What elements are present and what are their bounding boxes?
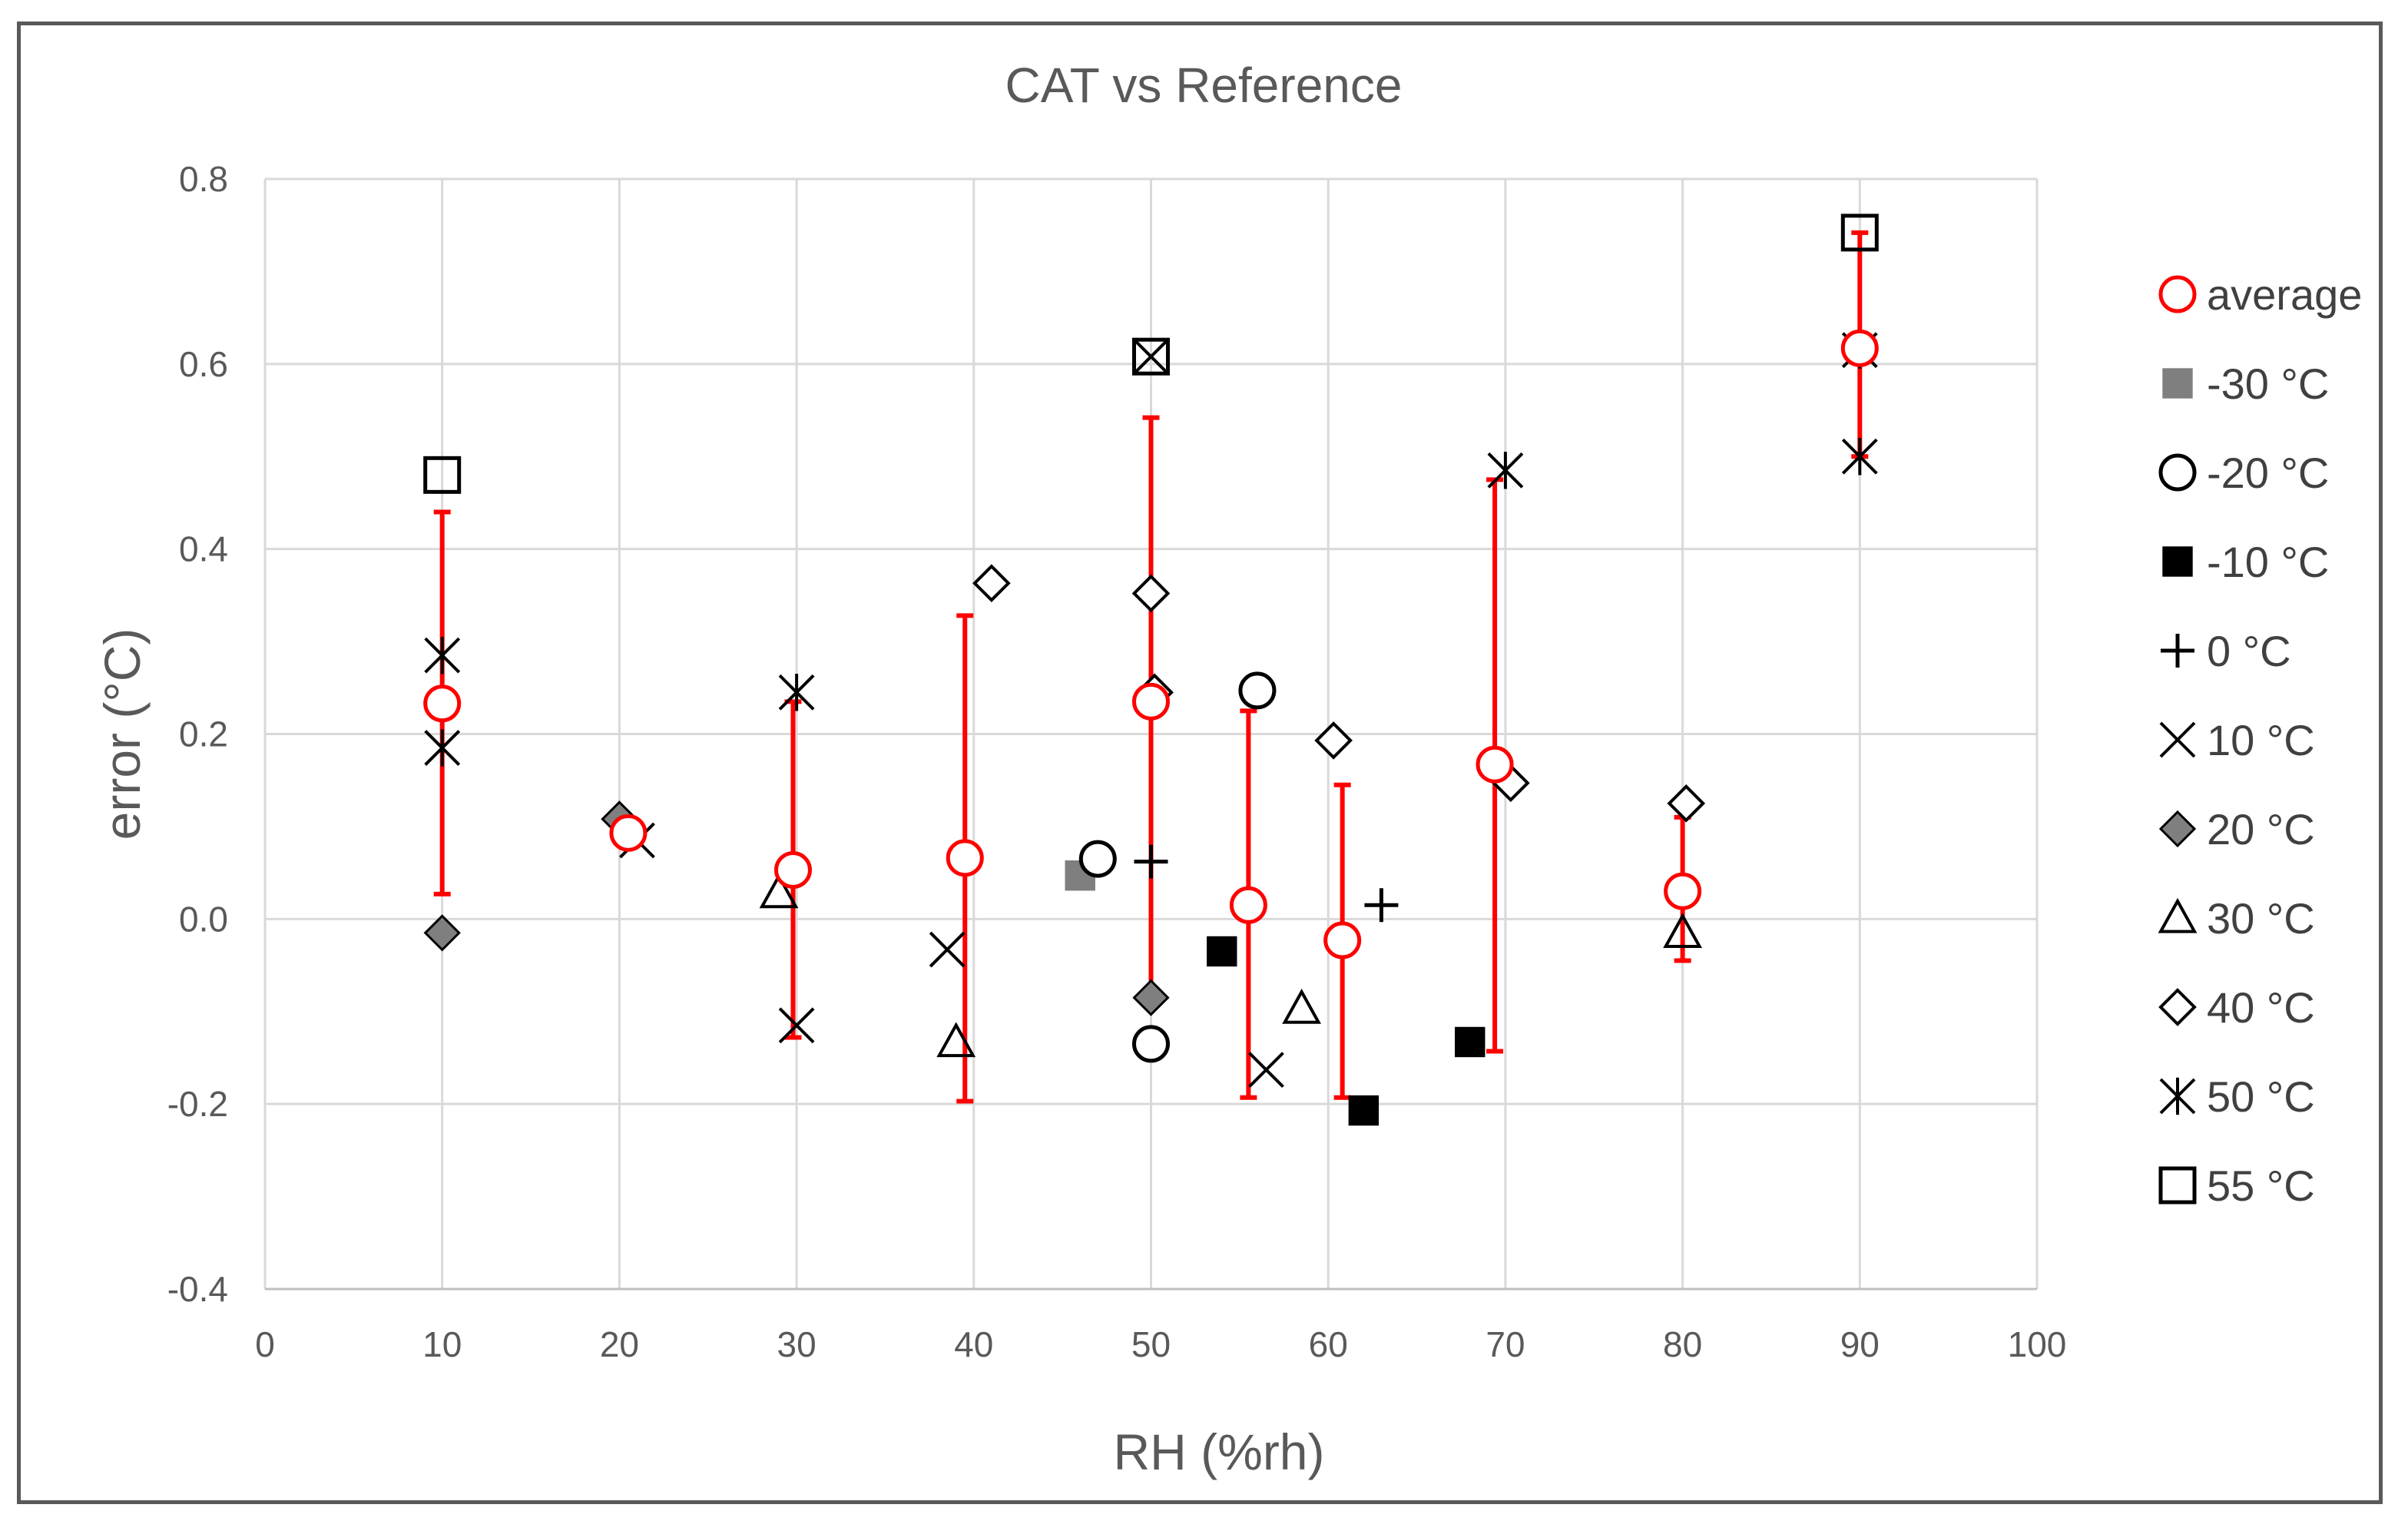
x-tick-label: 20 bbox=[600, 1324, 639, 1364]
legend-item: 55 °C bbox=[2158, 1162, 2315, 1210]
data-point-40c bbox=[1314, 721, 1353, 760]
data-point-10c bbox=[1133, 338, 1169, 375]
legend-item: 50 °C bbox=[2159, 1072, 2315, 1121]
labels: 0 10 20 30 40 50 60 70 80 90 100 -0.4 -0.2 0.0 0.2 0.4 0… bbox=[94, 58, 2066, 1480]
legend-marker-55c bbox=[2158, 1166, 2197, 1205]
x-tick-label: 10 bbox=[422, 1324, 462, 1364]
legend-item: -10 °C bbox=[2162, 538, 2329, 586]
data-point-40c bbox=[972, 564, 1011, 603]
data-point-average bbox=[423, 684, 462, 723]
data-point-55c bbox=[1840, 214, 1879, 252]
legend-marker-40c bbox=[2158, 988, 2197, 1026]
data-point-average bbox=[1664, 872, 1702, 910]
data-point-40c bbox=[1131, 574, 1171, 613]
data-point-55c bbox=[423, 456, 462, 494]
chart-canvas: 0 10 20 30 40 50 60 70 80 90 100 -0.4 -0.2 0.0 0.2 0.4 0… bbox=[94, 58, 2362, 1480]
data-point-20c bbox=[1132, 979, 1170, 1016]
legend-label: 55 °C bbox=[2207, 1162, 2315, 1210]
legend-marker-50c bbox=[2159, 1077, 2196, 1115]
data-point--20c bbox=[1078, 840, 1117, 878]
data-point-10c bbox=[778, 1007, 815, 1044]
data-point-average bbox=[946, 839, 984, 877]
legend-item: 0 °C bbox=[2161, 627, 2291, 675]
legend-marker--30c bbox=[2162, 368, 2193, 399]
data-point-10c bbox=[929, 931, 966, 968]
legend-marker-0c bbox=[2161, 634, 2194, 668]
data-point-0c bbox=[1364, 888, 1399, 923]
data-point-40c bbox=[1667, 784, 1706, 823]
legend-label: -10 °C bbox=[2207, 538, 2329, 586]
data-point-average bbox=[1229, 886, 1267, 924]
x-axis-title: RH (%rh) bbox=[1114, 1423, 1325, 1480]
legend-item: -30 °C bbox=[2162, 360, 2329, 408]
data-point--20c bbox=[1238, 671, 1277, 710]
data-point-10c bbox=[1248, 1052, 1284, 1089]
legend: average -30 °C -20 °C -10 °C 0 °C 10 °C 20 °C 3… bbox=[2158, 270, 2362, 1210]
data-point-20c bbox=[423, 914, 461, 952]
data-point--20c bbox=[1132, 1025, 1170, 1063]
legend-marker-10c bbox=[2159, 721, 2196, 758]
x-tick-label: 70 bbox=[1486, 1324, 1525, 1364]
y-tick-label: -0.4 bbox=[167, 1269, 228, 1309]
legend-marker-average bbox=[2158, 275, 2197, 313]
legend-item: -20 °C bbox=[2158, 449, 2329, 497]
legend-label: 50 °C bbox=[2207, 1072, 2315, 1121]
y-axis-title: error (°C) bbox=[94, 628, 151, 840]
data-point-average bbox=[609, 814, 648, 852]
legend-label: 40 °C bbox=[2207, 983, 2315, 1032]
x-tick-label: 60 bbox=[1309, 1324, 1348, 1364]
y-tick-label: 0.0 bbox=[179, 899, 228, 939]
legend-marker-30c bbox=[2158, 897, 2198, 933]
data-point-average bbox=[1476, 745, 1514, 784]
x-tick-label: 30 bbox=[777, 1324, 816, 1364]
data-point-50c bbox=[1487, 452, 1524, 489]
data-point-50c bbox=[424, 729, 461, 767]
data-point-50c bbox=[778, 674, 815, 711]
x-tick-label: 40 bbox=[954, 1324, 993, 1364]
legend-label: -20 °C bbox=[2207, 449, 2329, 497]
data-point-50c bbox=[424, 636, 461, 674]
data-point--10c bbox=[1348, 1095, 1380, 1126]
data-markers bbox=[423, 214, 1879, 1126]
legend-marker-20c bbox=[2158, 810, 2197, 848]
legend-item: 30 °C bbox=[2158, 894, 2315, 943]
legend-label: -30 °C bbox=[2207, 360, 2329, 408]
data-point-average bbox=[1323, 921, 1362, 959]
data-point-30c bbox=[1663, 913, 1702, 948]
data-point-average bbox=[1840, 329, 1879, 367]
chart-frame: 0 10 20 30 40 50 60 70 80 90 100 -0.4 -0.2 0.0 0.2 0.4 0… bbox=[17, 22, 2383, 1504]
y-tick-label: 0.4 bbox=[179, 529, 228, 569]
x-tick-label: 80 bbox=[1663, 1324, 1702, 1364]
legend-item: 10 °C bbox=[2159, 716, 2315, 764]
legend-label: 20 °C bbox=[2207, 805, 2315, 853]
y-tick-label: -0.2 bbox=[167, 1084, 228, 1124]
legend-item: 20 °C bbox=[2158, 805, 2315, 853]
legend-label: 10 °C bbox=[2207, 716, 2315, 764]
chart-title: CAT vs Reference bbox=[1005, 58, 1403, 113]
x-tick-label: 100 bbox=[2008, 1324, 2067, 1364]
y-tick-label: 0.8 bbox=[179, 159, 228, 199]
data-point-average bbox=[1132, 682, 1170, 721]
data-point-average bbox=[773, 851, 812, 890]
data-point--10c bbox=[1455, 1026, 1486, 1058]
legend-item: 40 °C bbox=[2158, 983, 2315, 1032]
x-tick-label: 90 bbox=[1840, 1324, 1880, 1364]
legend-marker--10c bbox=[2162, 546, 2193, 577]
data-point--10c bbox=[1207, 936, 1237, 967]
legend-label: 30 °C bbox=[2207, 894, 2315, 943]
y-tick-label: 0.2 bbox=[179, 714, 228, 754]
y-tick-label: 0.6 bbox=[179, 344, 228, 384]
legend-item: average bbox=[2158, 270, 2362, 319]
x-tick-label: 0 bbox=[255, 1324, 275, 1364]
data-point-30c bbox=[936, 1022, 976, 1058]
data-point-0c bbox=[1134, 844, 1168, 879]
legend-label: 0 °C bbox=[2207, 627, 2291, 675]
legend-marker--20c bbox=[2158, 453, 2197, 492]
x-tick-label: 50 bbox=[1131, 1324, 1171, 1364]
legend-label: average bbox=[2207, 270, 2362, 319]
data-point-30c bbox=[1282, 989, 1321, 1024]
data-point-50c bbox=[1841, 438, 1878, 476]
data-point-55c bbox=[1132, 337, 1170, 376]
data-point-30c bbox=[759, 873, 799, 909]
